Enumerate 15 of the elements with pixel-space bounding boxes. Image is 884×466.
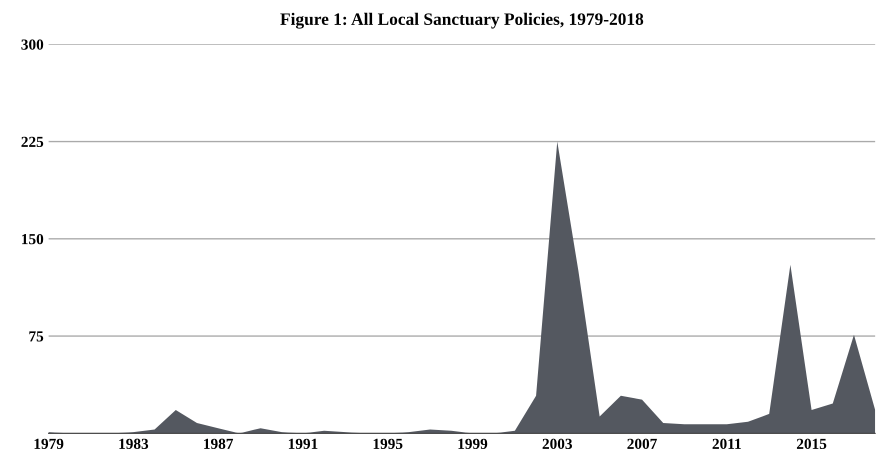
chart-title: Figure 1: All Local Sanctuary Policies, 1979-2018 (280, 12, 644, 29)
x-tick-label: 1999 (458, 438, 488, 449)
x-tick-label: 2011 (712, 438, 741, 449)
x-tick-label: 2015 (796, 438, 826, 449)
x-tick-label: 1983 (119, 438, 148, 449)
x-tick-label: 1987 (204, 438, 234, 449)
x-tick-label: 1991 (288, 438, 318, 449)
x-tick-label: 1995 (374, 438, 402, 449)
y-tick-label: 300 (21, 39, 44, 50)
y-tick-label: 225 (21, 136, 44, 147)
y-tick-label: 150 (22, 234, 44, 244)
x-tick-label: 1979 (34, 438, 64, 449)
x-tick-label: 2003 (542, 438, 572, 449)
y-tick-label: 75 (29, 331, 44, 342)
x-tick-label: 2007 (627, 438, 657, 449)
